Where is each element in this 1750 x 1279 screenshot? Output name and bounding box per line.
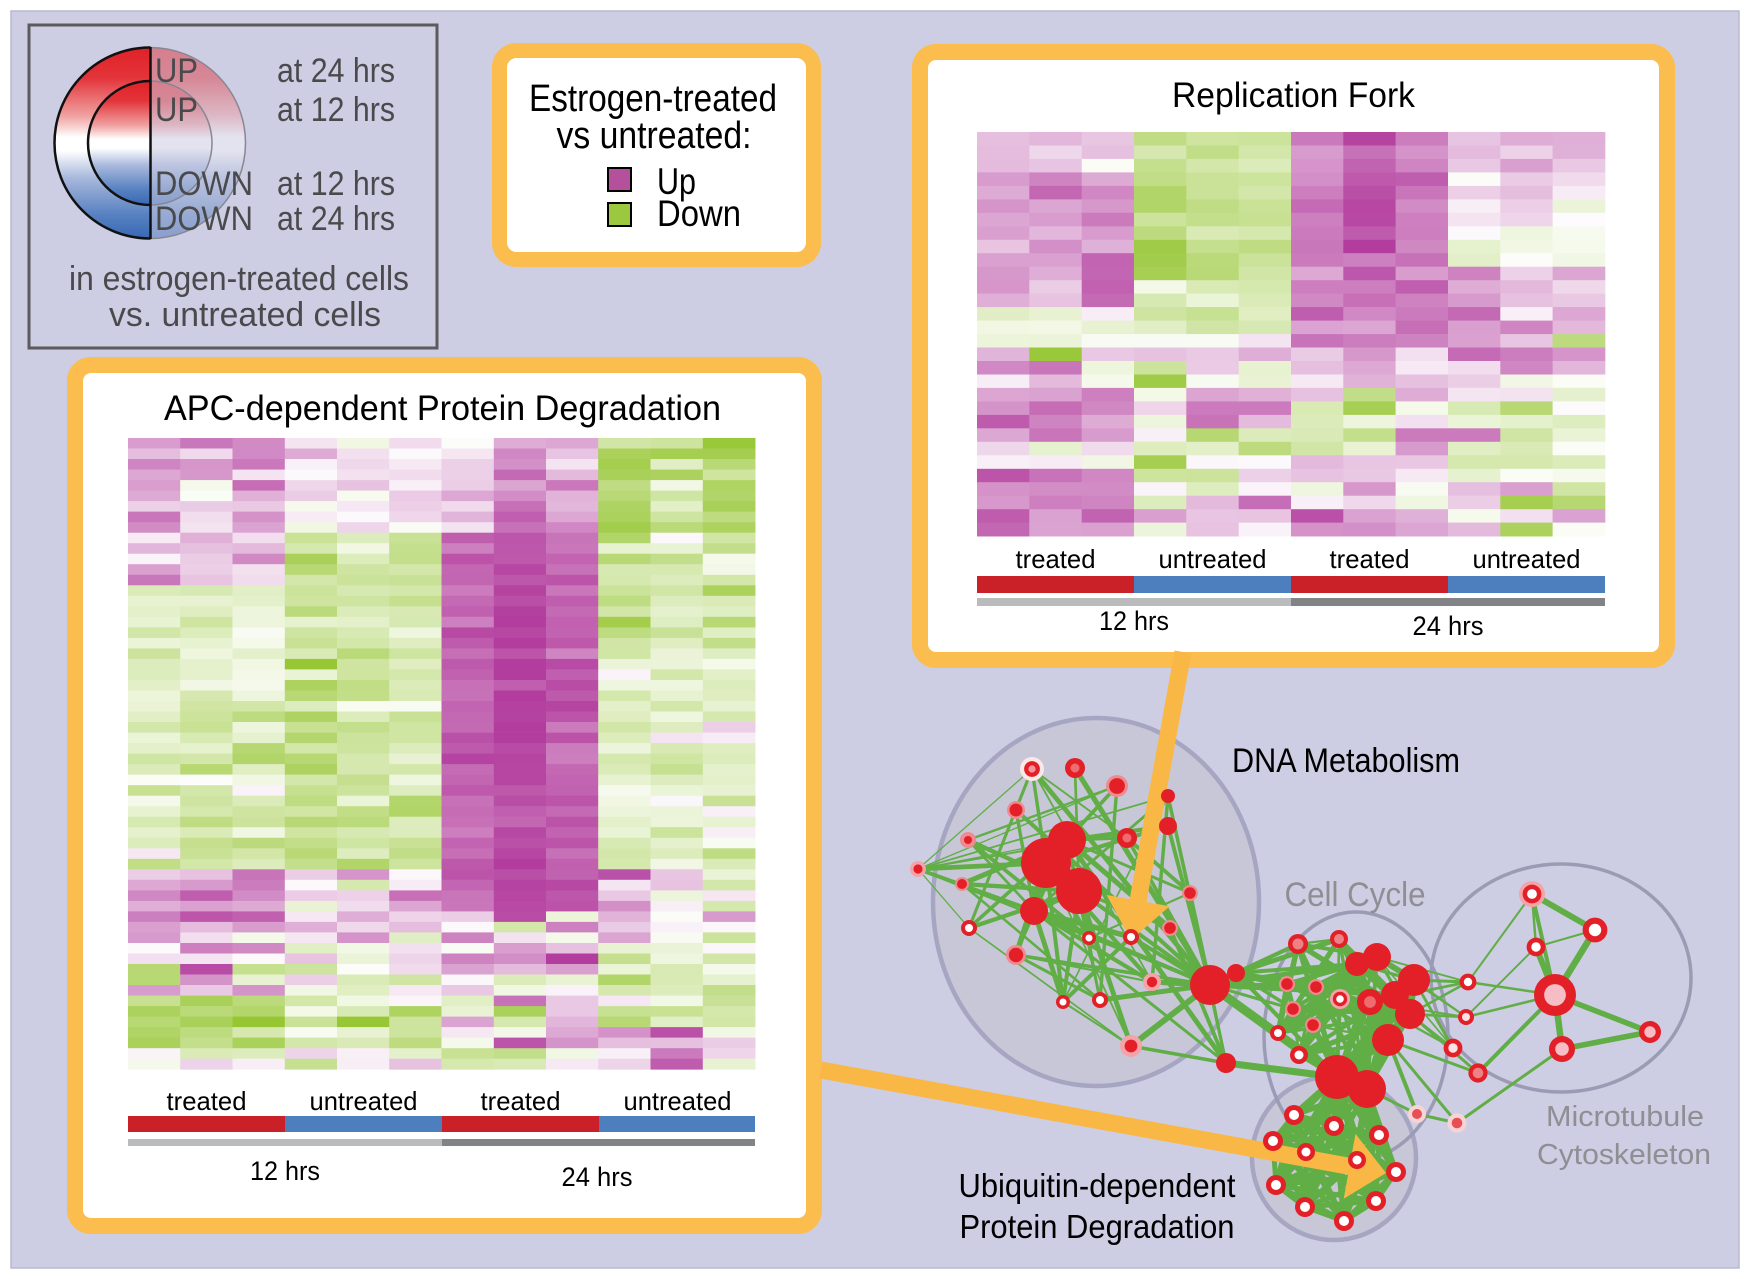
svg-text:untreated: untreated xyxy=(1473,544,1581,574)
svg-text:treated: treated xyxy=(481,1086,561,1116)
svg-text:DNA Metabolism: DNA Metabolism xyxy=(1232,742,1460,780)
svg-text:DOWN: DOWN xyxy=(155,200,253,238)
svg-text:vs untreated:: vs untreated: xyxy=(557,115,752,157)
svg-text:at 12 hrs: at 12 hrs xyxy=(277,165,395,203)
svg-text:treated: treated xyxy=(1330,544,1410,574)
svg-text:vs. untreated cells: vs. untreated cells xyxy=(109,296,381,334)
svg-text:Down: Down xyxy=(657,193,741,234)
svg-text:at 24 hrs: at 24 hrs xyxy=(277,200,395,238)
svg-text:Cell Cycle: Cell Cycle xyxy=(1285,876,1426,914)
svg-text:untreated: untreated xyxy=(1159,544,1267,574)
svg-text:APC-dependent Protein Degradat: APC-dependent Protein Degradation xyxy=(164,389,721,428)
svg-text:treated: treated xyxy=(167,1086,247,1116)
svg-text:UP: UP xyxy=(155,91,198,129)
svg-text:at 12 hrs: at 12 hrs xyxy=(277,91,395,129)
svg-text:DOWN: DOWN xyxy=(155,165,253,203)
svg-text:treated: treated xyxy=(1016,544,1096,574)
svg-text:UP: UP xyxy=(155,52,198,90)
svg-text:12 hrs: 12 hrs xyxy=(1099,606,1169,636)
svg-text:Ubiquitin-dependent: Ubiquitin-dependent xyxy=(959,1167,1236,1204)
svg-text:12 hrs: 12 hrs xyxy=(250,1156,320,1186)
svg-text:24 hrs: 24 hrs xyxy=(562,1162,633,1192)
svg-text:Cytoskeleton: Cytoskeleton xyxy=(1537,1139,1711,1171)
svg-text:Up: Up xyxy=(657,161,696,202)
svg-text:untreated: untreated xyxy=(624,1086,732,1116)
svg-text:at 24 hrs: at 24 hrs xyxy=(277,52,395,90)
svg-text:Replication Fork: Replication Fork xyxy=(1172,76,1415,115)
svg-text:Estrogen-treated: Estrogen-treated xyxy=(529,78,777,120)
svg-text:24 hrs: 24 hrs xyxy=(1413,611,1484,641)
svg-text:Microtubule: Microtubule xyxy=(1546,1101,1704,1133)
svg-text:Protein Degradation: Protein Degradation xyxy=(960,1208,1235,1245)
svg-text:in estrogen-treated cells: in estrogen-treated cells xyxy=(69,260,409,298)
svg-text:untreated: untreated xyxy=(310,1086,418,1116)
